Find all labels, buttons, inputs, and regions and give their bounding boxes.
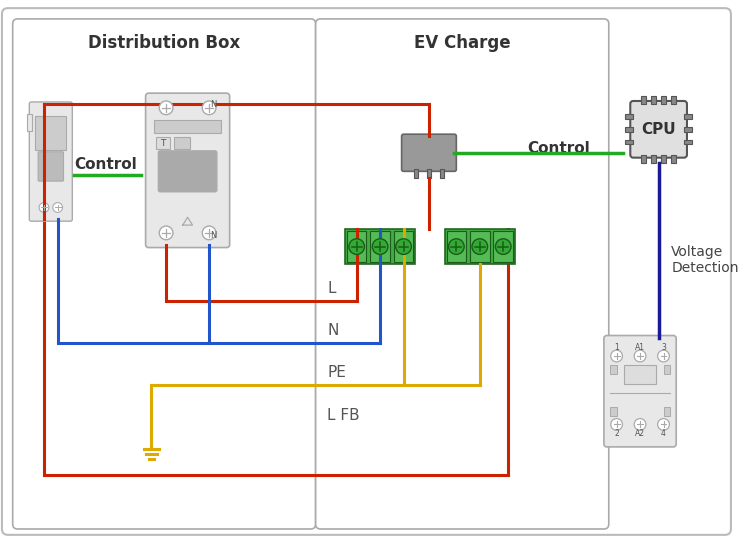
Bar (347, 231, 367, 262)
Text: N: N (327, 324, 339, 338)
Bar (641, 155, 646, 162)
Text: N: N (210, 231, 216, 241)
Bar (641, 96, 646, 104)
FancyBboxPatch shape (401, 134, 456, 172)
Bar (394, 231, 413, 262)
Bar (664, 407, 670, 415)
Bar (494, 231, 513, 262)
Circle shape (448, 239, 464, 255)
Bar (154, 119, 220, 133)
Bar (156, 137, 170, 149)
Circle shape (159, 101, 173, 115)
Circle shape (159, 226, 173, 240)
Text: 1: 1 (614, 343, 619, 352)
FancyBboxPatch shape (2, 8, 731, 535)
Bar (671, 96, 676, 104)
Text: 4: 4 (661, 429, 666, 438)
FancyBboxPatch shape (38, 152, 64, 181)
FancyBboxPatch shape (630, 101, 687, 157)
Circle shape (472, 239, 488, 255)
Circle shape (496, 239, 511, 255)
Circle shape (202, 101, 216, 115)
Text: A1: A1 (635, 343, 645, 352)
Bar (684, 114, 692, 119)
Bar (684, 127, 692, 132)
Text: Control: Control (528, 141, 590, 156)
Text: A2: A2 (635, 429, 645, 438)
Bar (625, 365, 656, 384)
Circle shape (39, 203, 49, 212)
Text: Distribution Box: Distribution Box (88, 34, 240, 52)
Text: L: L (327, 281, 336, 296)
Bar (626, 114, 633, 119)
Bar (470, 231, 490, 262)
Text: 2: 2 (614, 429, 619, 438)
Circle shape (396, 239, 412, 255)
FancyBboxPatch shape (146, 93, 230, 248)
Bar (27, 113, 32, 131)
Bar (445, 229, 515, 264)
Text: PE: PE (327, 365, 346, 381)
Circle shape (53, 203, 62, 212)
Bar (664, 365, 670, 374)
Text: Control: Control (74, 157, 137, 172)
Circle shape (634, 350, 646, 362)
Circle shape (610, 350, 622, 362)
Bar (446, 231, 466, 262)
Text: L FB: L FB (327, 408, 360, 424)
FancyBboxPatch shape (158, 151, 217, 192)
Bar (414, 169, 419, 178)
Bar (174, 137, 190, 149)
Bar (610, 407, 616, 415)
Bar (35, 116, 67, 150)
Bar (684, 140, 692, 144)
Circle shape (658, 350, 669, 362)
Bar (662, 96, 666, 104)
Bar (345, 229, 416, 264)
Bar (651, 155, 656, 162)
Text: CPU: CPU (641, 122, 676, 137)
Bar (610, 365, 616, 374)
Bar (427, 169, 431, 178)
Bar (662, 155, 666, 162)
Circle shape (349, 239, 364, 255)
Bar (651, 96, 656, 104)
FancyBboxPatch shape (604, 336, 676, 447)
Text: 3: 3 (661, 343, 666, 352)
Circle shape (634, 419, 646, 430)
Text: EV Charge: EV Charge (414, 34, 511, 52)
Text: Voltage
Detection: Voltage Detection (671, 245, 739, 275)
Bar (370, 231, 390, 262)
Bar (440, 169, 444, 178)
Text: N: N (210, 100, 216, 109)
Circle shape (372, 239, 388, 255)
Text: T: T (160, 138, 166, 148)
Bar (626, 127, 633, 132)
Circle shape (658, 419, 669, 430)
FancyBboxPatch shape (29, 102, 72, 221)
FancyBboxPatch shape (13, 19, 316, 529)
Bar (626, 140, 633, 144)
Bar (671, 155, 676, 162)
Circle shape (610, 419, 622, 430)
Circle shape (202, 226, 216, 240)
FancyBboxPatch shape (316, 19, 609, 529)
